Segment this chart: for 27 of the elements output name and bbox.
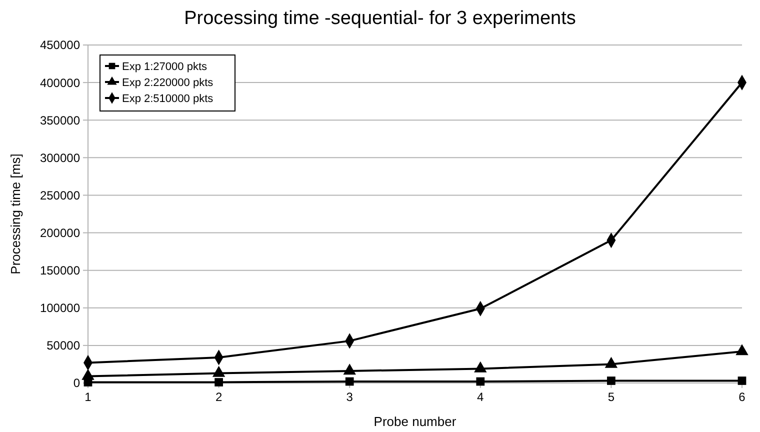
- y-tick-label: 250000: [40, 188, 80, 202]
- y-tick-label: 450000: [40, 38, 80, 52]
- legend-label: Exp 1:27000 pkts: [122, 60, 208, 73]
- y-tick-label: 50000: [46, 338, 80, 353]
- point: [345, 377, 354, 386]
- y-tick-label: 350000: [40, 113, 80, 128]
- y-tick-label: 400000: [40, 76, 80, 90]
- x-tick-label: 3: [346, 390, 354, 404]
- x-tick-label: 1: [84, 390, 92, 404]
- y-axis-title: Processing time [ms]: [8, 154, 23, 274]
- x-tick-label: 5: [608, 390, 615, 404]
- legend-label: Exp 2:220000 pkts: [122, 76, 214, 89]
- x-axis-title: Probe number: [374, 414, 457, 429]
- y-tick-label: 150000: [40, 264, 80, 278]
- y-tick-label: 100000: [40, 301, 80, 316]
- point: [738, 376, 746, 385]
- y-tick-label: 200000: [40, 226, 80, 240]
- point: [214, 378, 223, 386]
- point: [607, 376, 616, 385]
- y-tick-label: 0: [73, 376, 80, 390]
- point: [476, 377, 485, 386]
- chart-title: Processing time -sequential- for 3 experiments: [184, 8, 576, 29]
- x-tick-label: 4: [477, 390, 484, 404]
- x-tick-label: 6: [738, 390, 746, 404]
- y-tick-label: 300000: [40, 150, 80, 165]
- x-tick-label: 2: [215, 390, 222, 404]
- legend-label: Exp 2:510000 pkts: [122, 92, 214, 105]
